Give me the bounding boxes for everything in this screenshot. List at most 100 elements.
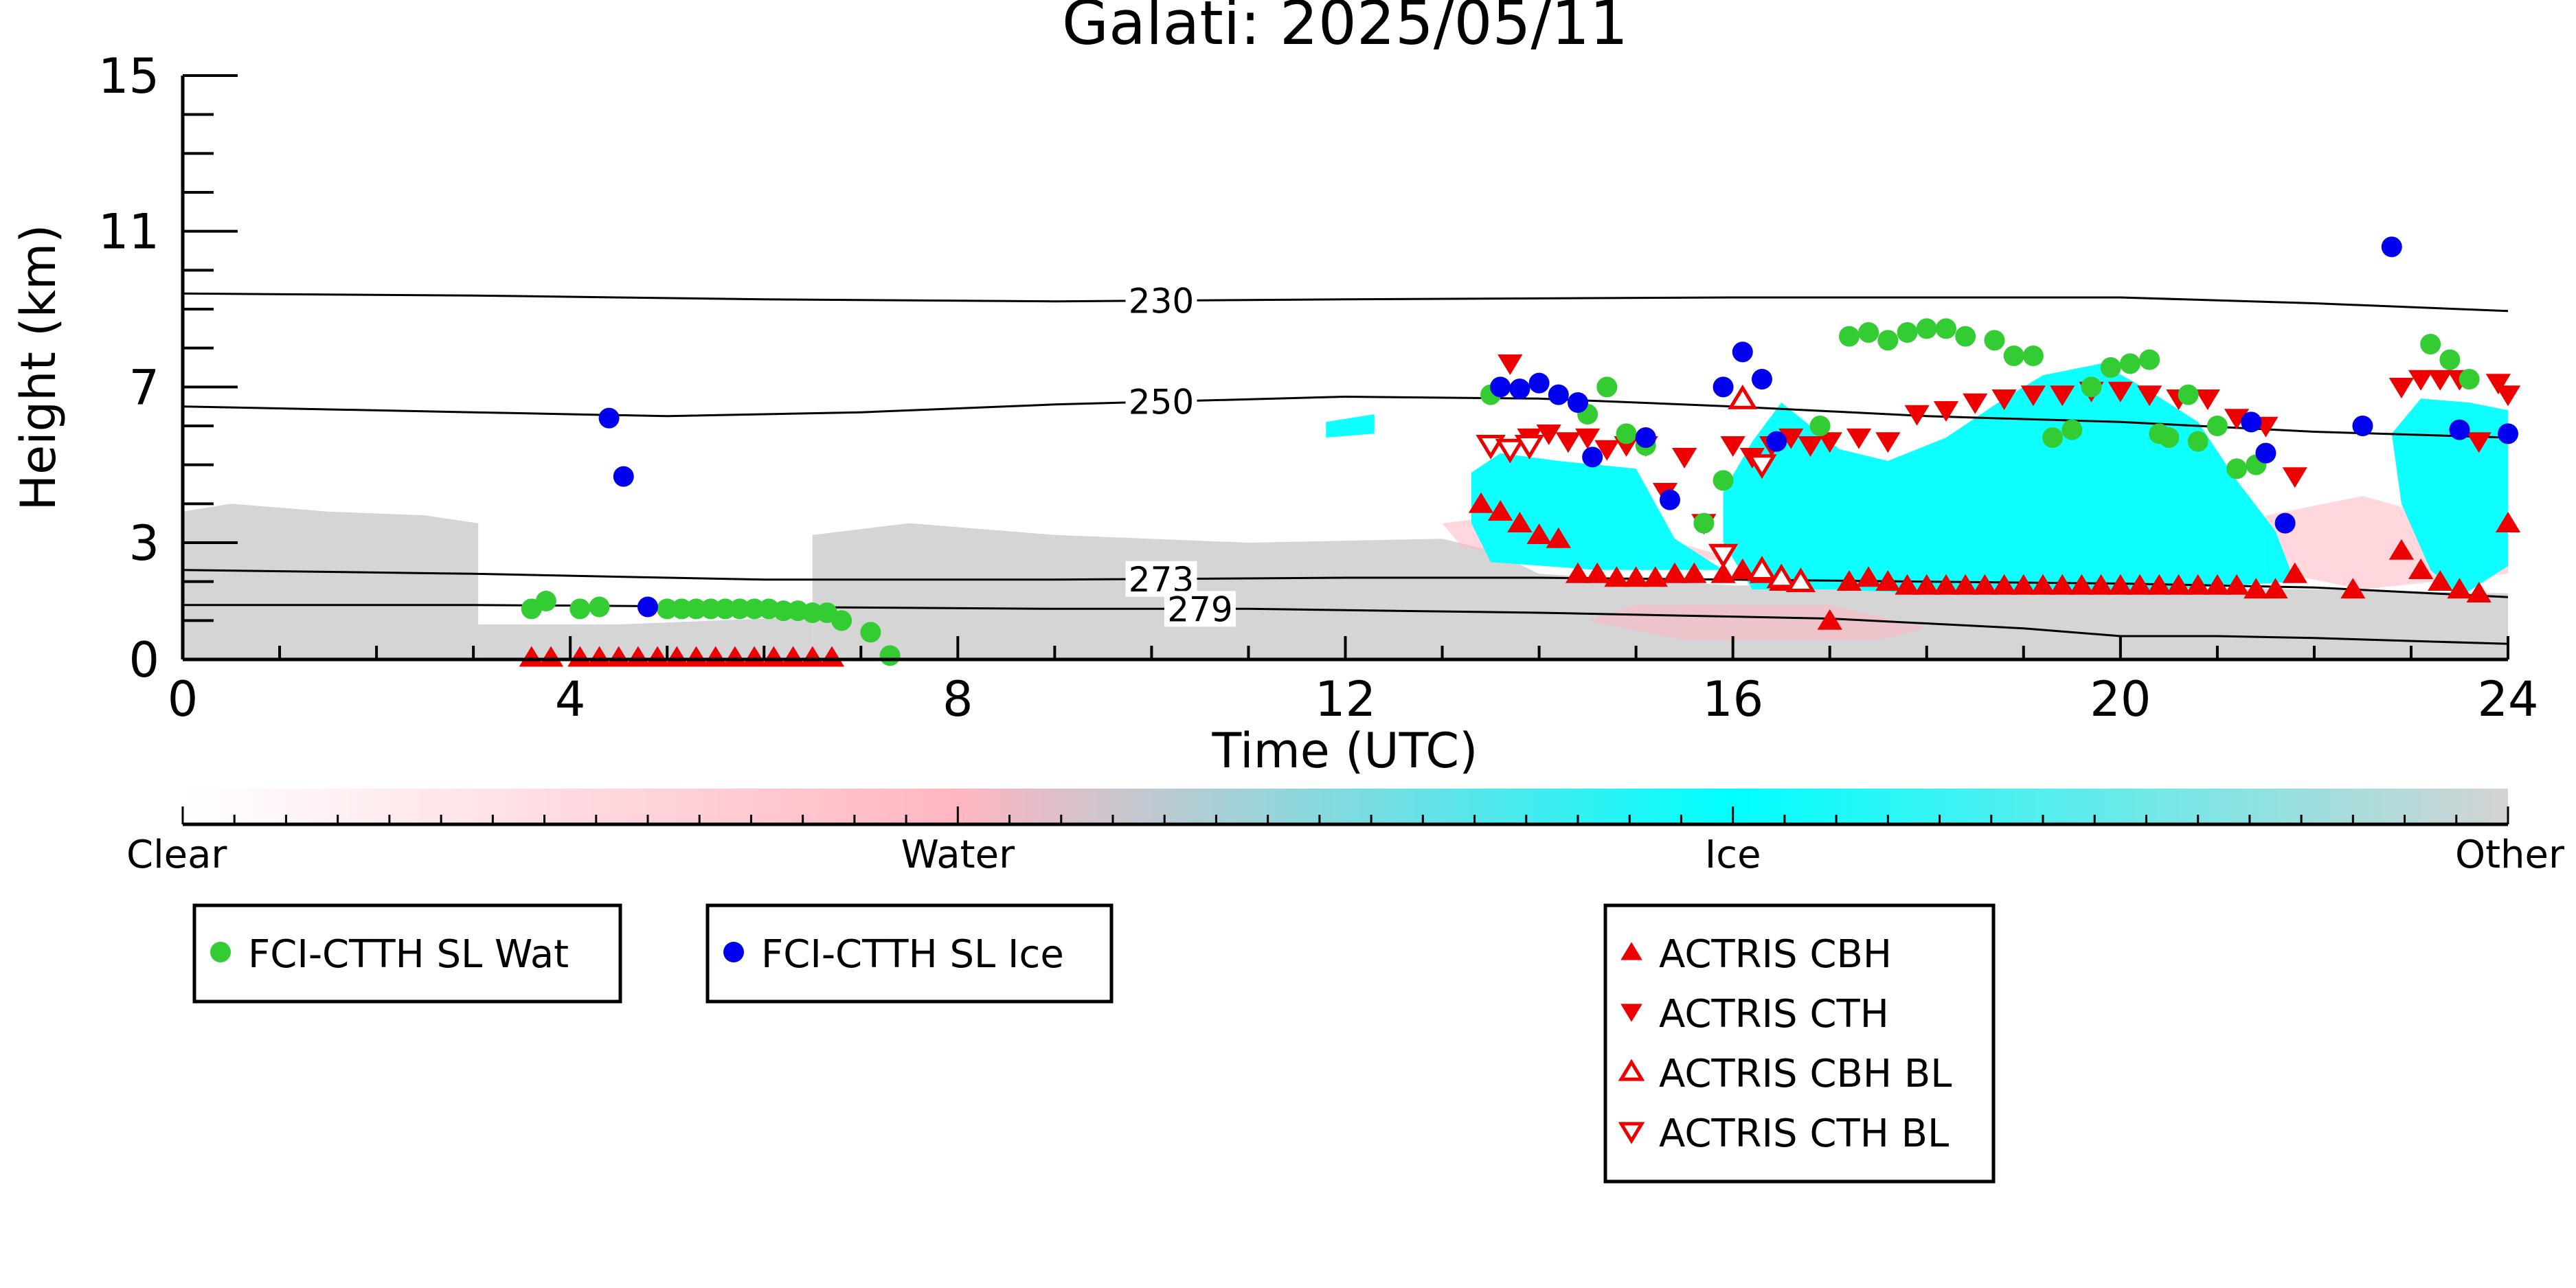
point-2-23 [1604, 566, 1629, 587]
point-3-38 [2466, 432, 2492, 453]
point-1-13 [1751, 369, 1772, 389]
point-2-17 [1488, 500, 1513, 521]
point-2-33 [1817, 609, 1842, 630]
point-2-43 [2011, 574, 2036, 595]
point-1-21 [2498, 423, 2518, 444]
point-1-19 [2381, 236, 2402, 258]
point-1-12 [1732, 341, 1753, 363]
point-0-28 [1858, 322, 1879, 343]
point-0-24 [1693, 512, 1715, 534]
point-1-16 [2255, 442, 2276, 464]
point-2-9 [703, 646, 728, 667]
point-3-17 [1817, 432, 1842, 453]
point-1-0 [598, 407, 620, 429]
point-2-20 [1546, 527, 1571, 548]
point-2-50 [2147, 574, 2172, 595]
legend-marker-1 [1620, 1004, 1642, 1022]
point-1-15 [2241, 411, 2262, 433]
point-1-7 [1568, 392, 1588, 413]
point-2-27 [1682, 562, 1707, 583]
point-1-1 [613, 466, 634, 487]
point-2-7 [664, 646, 690, 667]
legend-label-actris-cth: ACTRIS CTH [1659, 992, 1889, 1037]
point-0-51 [2439, 349, 2461, 370]
point-3-5 [1575, 428, 1601, 449]
point-2-55 [2244, 578, 2269, 599]
point-4-0 [1728, 384, 1758, 409]
contour-label-bg-273 [1125, 561, 1197, 597]
point-0-10 [744, 598, 765, 620]
point-0-41 [2119, 353, 2140, 374]
colorbar-label-other: Other [2455, 833, 2565, 877]
legend-marker-2 [1618, 1059, 1645, 1081]
point-2-11 [742, 646, 767, 667]
point-2-10 [722, 646, 748, 667]
region-ice-9 [1326, 414, 1375, 438]
point-1-11 [1713, 376, 1734, 398]
series-fci-ctth-sl-ice [598, 236, 2518, 618]
legend-box-2: FCI-CTTH SL Ice [705, 903, 1114, 1004]
x-tick-label-20: 20 [2090, 671, 2151, 727]
point-3-21 [1933, 401, 1959, 422]
point-3-35 [2408, 370, 2434, 391]
point-3-25 [2050, 385, 2075, 407]
cloud-type-colorbar: Clear Water Ice Other [126, 789, 2565, 877]
point-0-39 [2081, 376, 2102, 398]
point-2-51 [2166, 574, 2191, 595]
legend-label-fci-ctth-sl-wat: FCI-CTTH SL Wat [248, 932, 569, 977]
point-0-47 [2206, 416, 2228, 436]
series-actris-cbh-bl [1728, 384, 1816, 592]
point-3-23 [1991, 389, 2017, 410]
contour-label-bg-279 [1164, 591, 1236, 627]
point-0-44 [2158, 427, 2180, 448]
series-actris-cth-bl [1476, 435, 1777, 569]
point-0-17 [860, 622, 881, 643]
point-0-26 [1809, 416, 1831, 436]
contour-label-230: 230 [1129, 282, 1194, 321]
x-tick-label-8: 8 [942, 671, 973, 727]
point-5-2 [1514, 435, 1545, 460]
point-0-36 [2022, 346, 2044, 366]
point-2-38 [1914, 574, 1939, 595]
legend-marker-0 [1620, 942, 1642, 960]
point-0-30 [1897, 322, 1918, 343]
point-3-6 [1594, 440, 1620, 461]
point-0-50 [2420, 334, 2441, 354]
point-1-20 [2449, 419, 2470, 440]
point-0-33 [1955, 326, 1976, 347]
point-1-17 [2274, 512, 2296, 534]
legend-label-actris-cbh: ACTRIS CBH [1659, 932, 1892, 977]
point-0-9 [729, 598, 750, 620]
point-1-6 [1548, 384, 1569, 405]
y-axis-label: Height (km) [10, 225, 67, 511]
data-markers [519, 236, 2521, 667]
legend-frame-2 [705, 903, 1114, 1004]
point-2-54 [2224, 574, 2250, 595]
point-1-9 [1635, 427, 1656, 448]
point-0-5 [671, 598, 692, 620]
point-0-22 [1616, 423, 1637, 444]
point-1-3 [1490, 376, 1511, 398]
point-5-0 [1476, 435, 1506, 460]
point-3-10 [1672, 448, 1697, 468]
colorbar-gradient [183, 789, 2508, 824]
point-2-36 [1875, 570, 1901, 591]
point-2-60 [2408, 558, 2434, 579]
point-2-8 [683, 646, 709, 667]
point-2-13 [780, 646, 806, 667]
point-4-1 [1747, 556, 1777, 580]
legend-box-3: ACTRIS CBH ACTRIS CTH ACTRIS CBH BL ACTRIS … [1603, 903, 1996, 1184]
point-2-45 [2050, 574, 2075, 595]
point-0-40 [2100, 357, 2121, 378]
point-4-2 [1766, 563, 1796, 589]
legends: FCI-CTTH SL Wat FCI-CTTH SL Ice ACTRIS CBH… [192, 903, 1996, 1184]
point-2-41 [1972, 574, 1998, 595]
point-2-61 [2428, 570, 2453, 591]
point-0-45 [2178, 384, 2199, 405]
x-tick-label-24: 24 [2477, 671, 2538, 727]
point-0-32 [1935, 318, 1956, 339]
point-2-63 [2466, 582, 2492, 602]
point-0-21 [1596, 376, 1618, 398]
